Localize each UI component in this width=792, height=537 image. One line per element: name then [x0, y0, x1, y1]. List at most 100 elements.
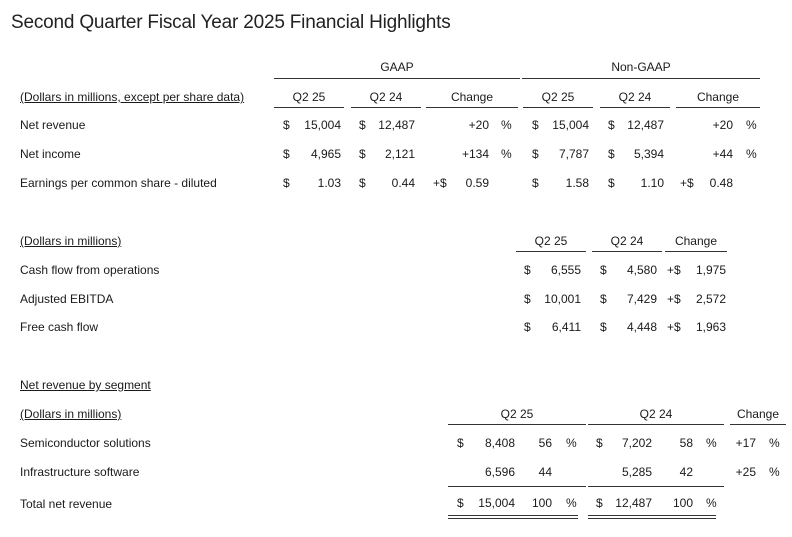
q2-24-percent: 100 [672, 496, 693, 510]
q2-24-percent: 42 [679, 465, 693, 479]
col-header-gaap-change: Change [450, 90, 494, 104]
col-header-change: Change [674, 234, 718, 248]
gaap-change-value: 0.59 [465, 176, 489, 190]
col-header-q2-25: Q2 25 [500, 407, 534, 421]
percent-sign: % [706, 436, 717, 450]
gaap-q2-25-value: 1.03 [317, 176, 341, 190]
q2-24-percent: 58 [679, 436, 693, 450]
gaap-q2-24-value: 2,121 [384, 147, 415, 161]
q2-25-value: 8,408 [484, 436, 515, 450]
row-label: Earnings per common share - diluted [20, 176, 217, 190]
currency-symbol: $ [532, 118, 539, 132]
currency-symbol: $ [600, 320, 607, 334]
q2-24-value: 7,202 [621, 436, 652, 450]
header-rule [426, 107, 518, 108]
section-heading: Net revenue by segment [20, 378, 151, 392]
header-rule [516, 251, 586, 252]
gaap-change-value: +134 [461, 147, 489, 161]
header-rule [523, 107, 593, 108]
row-label: Net income [20, 147, 81, 161]
header-rule [274, 107, 344, 108]
nongaap-change-value: 0.48 [709, 176, 733, 190]
row-label: Infrastructure software [20, 465, 140, 479]
currency-symbol: $ [283, 147, 290, 161]
header-rule [676, 107, 760, 108]
gaap-rule [274, 78, 520, 79]
gaap-header: GAAP [380, 60, 414, 74]
q2-25-value: 6,596 [484, 465, 515, 479]
currency-symbol: $ [608, 176, 615, 190]
change-value: +17 [735, 436, 756, 450]
col-header-nongaap-q2-25: Q2 25 [541, 90, 575, 104]
col-header-gaap-q2-25: Q2 25 [292, 90, 326, 104]
nongaap-q2-25-value: 7,787 [558, 147, 589, 161]
row-label: Semiconductor solutions [20, 436, 151, 450]
currency-symbol: $ [457, 436, 464, 450]
col-header-nongaap-change: Change [696, 90, 740, 104]
q2-25-percent: 56 [538, 436, 552, 450]
header-rule [588, 424, 724, 425]
currency-symbol: $ [608, 118, 615, 132]
q2-25-percent: 44 [538, 465, 552, 479]
currency-symbol: $ [532, 147, 539, 161]
header-rule [665, 251, 727, 252]
percent-sign: % [746, 118, 757, 132]
nongaap-q2-24-value: 12,487 [627, 118, 664, 132]
change-prefix: +$ [433, 176, 447, 190]
units-label: (Dollars in millions, except per share d… [20, 90, 245, 104]
q2-25-value: 15,004 [478, 496, 515, 510]
total-double-rule [588, 515, 716, 519]
subtotal-rule [588, 486, 724, 487]
q2-25-value: 6,555 [550, 263, 581, 277]
page-title: Second Quarter Fiscal Year 2025 Financia… [11, 12, 451, 33]
gaap-q2-24-value: 0.44 [391, 176, 415, 190]
row-label: Net revenue [20, 118, 86, 132]
change-prefix: +$ [680, 176, 694, 190]
currency-symbol: $ [596, 436, 603, 450]
currency-symbol: $ [600, 263, 607, 277]
percent-sign: % [566, 496, 577, 510]
currency-symbol: $ [524, 263, 531, 277]
q2-24-value: 4,448 [626, 320, 657, 334]
q2-24-value: 12,487 [615, 496, 652, 510]
currency-symbol: $ [608, 147, 615, 161]
q2-24-value: 7,429 [626, 292, 657, 306]
percent-sign: % [746, 147, 757, 161]
currency-symbol: $ [359, 147, 366, 161]
currency-symbol: $ [524, 292, 531, 306]
q2-24-value: 5,285 [621, 465, 652, 479]
header-rule [600, 107, 670, 108]
col-header-nongaap-q2-24: Q2 24 [618, 90, 652, 104]
percent-sign: % [566, 436, 577, 450]
q2-25-percent: 100 [531, 496, 552, 510]
currency-symbol: $ [283, 176, 290, 190]
nongaap-q2-25-value: 15,004 [552, 118, 589, 132]
nongaap-rule [522, 78, 760, 79]
percent-sign: % [769, 465, 780, 479]
currency-symbol: $ [600, 292, 607, 306]
change-value: 1,975 [695, 263, 726, 277]
gaap-change-value: +20 [468, 118, 489, 132]
percent-sign: % [501, 118, 512, 132]
change-prefix: +$ [667, 320, 681, 334]
row-label: Cash flow from operations [20, 263, 160, 277]
header-rule [351, 107, 421, 108]
currency-symbol: $ [457, 496, 464, 510]
currency-symbol: $ [596, 496, 603, 510]
row-label: Free cash flow [20, 320, 99, 334]
row-label: Adjusted EBITDA [20, 292, 114, 306]
col-header-gaap-q2-24: Q2 24 [369, 90, 403, 104]
col-header-q2-24: Q2 24 [610, 234, 644, 248]
percent-sign: % [706, 496, 717, 510]
gaap-q2-25-value: 4,965 [310, 147, 341, 161]
change-prefix: +$ [667, 292, 681, 306]
currency-symbol: $ [532, 176, 539, 190]
currency-symbol: $ [524, 320, 531, 334]
nongaap-header: Non-GAAP [611, 60, 671, 74]
percent-sign: % [501, 147, 512, 161]
gaap-q2-25-value: 15,004 [304, 118, 341, 132]
q2-25-value: 10,001 [544, 292, 581, 306]
row-label: Total net revenue [20, 497, 113, 511]
nongaap-q2-24-value: 5,394 [633, 147, 664, 161]
units-label: (Dollars in millions) [20, 407, 122, 421]
